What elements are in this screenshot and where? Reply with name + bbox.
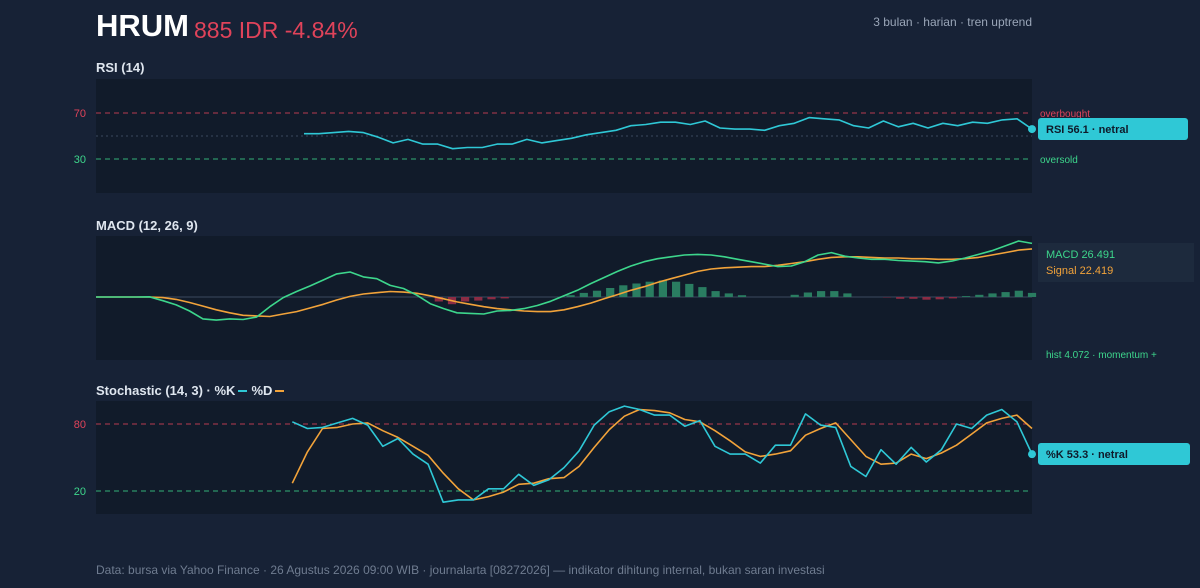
rsi-tick-30: 30 — [74, 154, 86, 166]
macd-hist-bar — [817, 291, 826, 297]
macd-value-label: MACD 26.491 — [1046, 249, 1115, 261]
macd-hist-bar — [606, 288, 615, 297]
rsi-tick-70: 70 — [74, 108, 86, 120]
oversold-label: oversold — [1040, 155, 1078, 166]
hist-value-label: hist 4.072 · momentum + — [1046, 350, 1157, 361]
macd-panel-title: MACD (12, 26, 9) — [96, 218, 198, 233]
stoch-badge — [1038, 443, 1190, 465]
rsi-line — [304, 116, 1033, 150]
macd-hist-bar — [1001, 292, 1010, 297]
stoch-tick-20: 20 — [74, 486, 86, 498]
macd-hist-bar — [698, 287, 707, 297]
macd-hist-bar — [711, 291, 720, 297]
macd-hist-bar — [830, 291, 839, 297]
macd-hist-bar — [579, 292, 588, 297]
overbought-label: overbought — [1040, 109, 1090, 120]
price-change: 885 IDR -4.84% — [194, 17, 358, 43]
macd-hist-bar — [790, 294, 799, 298]
footer-source: Data: bursa via Yahoo Finance · 26 Agust… — [96, 563, 825, 577]
macd-hist-bar — [658, 280, 667, 297]
macd-hist-bar — [592, 290, 602, 297]
macd-legend-box — [1038, 243, 1194, 282]
macd-hist-bar — [909, 297, 918, 299]
k-legend-swatch — [238, 389, 248, 392]
timeframe-meta: 3 bulan · harian · tren uptrend — [873, 15, 1032, 29]
macd-hist-bar — [988, 293, 997, 297]
macd-hist-bar — [685, 283, 694, 297]
macd-hist-bar — [803, 292, 812, 297]
rsi-badge-text: RSI 56.1 · netral — [1046, 124, 1129, 136]
rsi-series — [304, 116, 1033, 150]
macd-hist-bar — [975, 294, 984, 298]
macd-hist-bar — [948, 297, 957, 299]
macd-hist-bar — [724, 293, 733, 297]
macd-hist-bar — [566, 295, 575, 297]
macd-hist-bar — [645, 281, 654, 297]
macd-hist-bar — [737, 295, 747, 297]
macd-hist-bar — [474, 297, 483, 301]
rsi-badge — [1038, 118, 1188, 140]
macd-hist-bar — [922, 297, 931, 300]
macd-panel — [96, 236, 1032, 360]
macd-line — [96, 240, 1033, 321]
stoch-title-text: Stochastic (14, 3) · %K — [96, 383, 236, 398]
macd-hist-bar — [896, 297, 905, 299]
macd-hist-bar — [1027, 292, 1037, 297]
ticker-symbol: HRUM — [96, 8, 189, 43]
stoch-k-line — [291, 405, 1033, 503]
macd-hist-bar — [672, 281, 681, 297]
stoch-title-d: %D — [251, 383, 273, 398]
stoch-last-point — [1028, 450, 1036, 459]
macd-hist-bar — [843, 293, 852, 297]
stoch-tick-80: 80 — [74, 419, 86, 431]
macd-hist-bar — [487, 297, 496, 300]
signal-line — [96, 248, 1033, 318]
d-legend-swatch — [275, 389, 285, 392]
stoch-panel — [96, 401, 1032, 514]
macd-hist-bar — [632, 283, 641, 297]
stoch-d-line — [291, 408, 1033, 501]
macd-hist-bar — [935, 297, 944, 300]
macd-hist-bar — [461, 297, 470, 302]
rsi-panel-title: RSI (14) — [96, 60, 145, 75]
macd-hist-bar — [500, 297, 509, 299]
macd-hist-bar — [434, 297, 443, 302]
stoch-badge-text: %K 53.3 · netral — [1046, 449, 1128, 461]
rsi-last-point — [1028, 125, 1036, 134]
macd-hist-bar — [1014, 290, 1023, 297]
signal-value-label: Signal 22.419 — [1046, 265, 1113, 277]
stoch-panel-title: Stochastic (14, 3) · %K %D — [96, 383, 288, 398]
stoch-series — [291, 405, 1033, 503]
macd-series — [96, 240, 1033, 321]
macd-hist-bar — [962, 296, 971, 297]
macd-hist-bar — [619, 285, 628, 297]
